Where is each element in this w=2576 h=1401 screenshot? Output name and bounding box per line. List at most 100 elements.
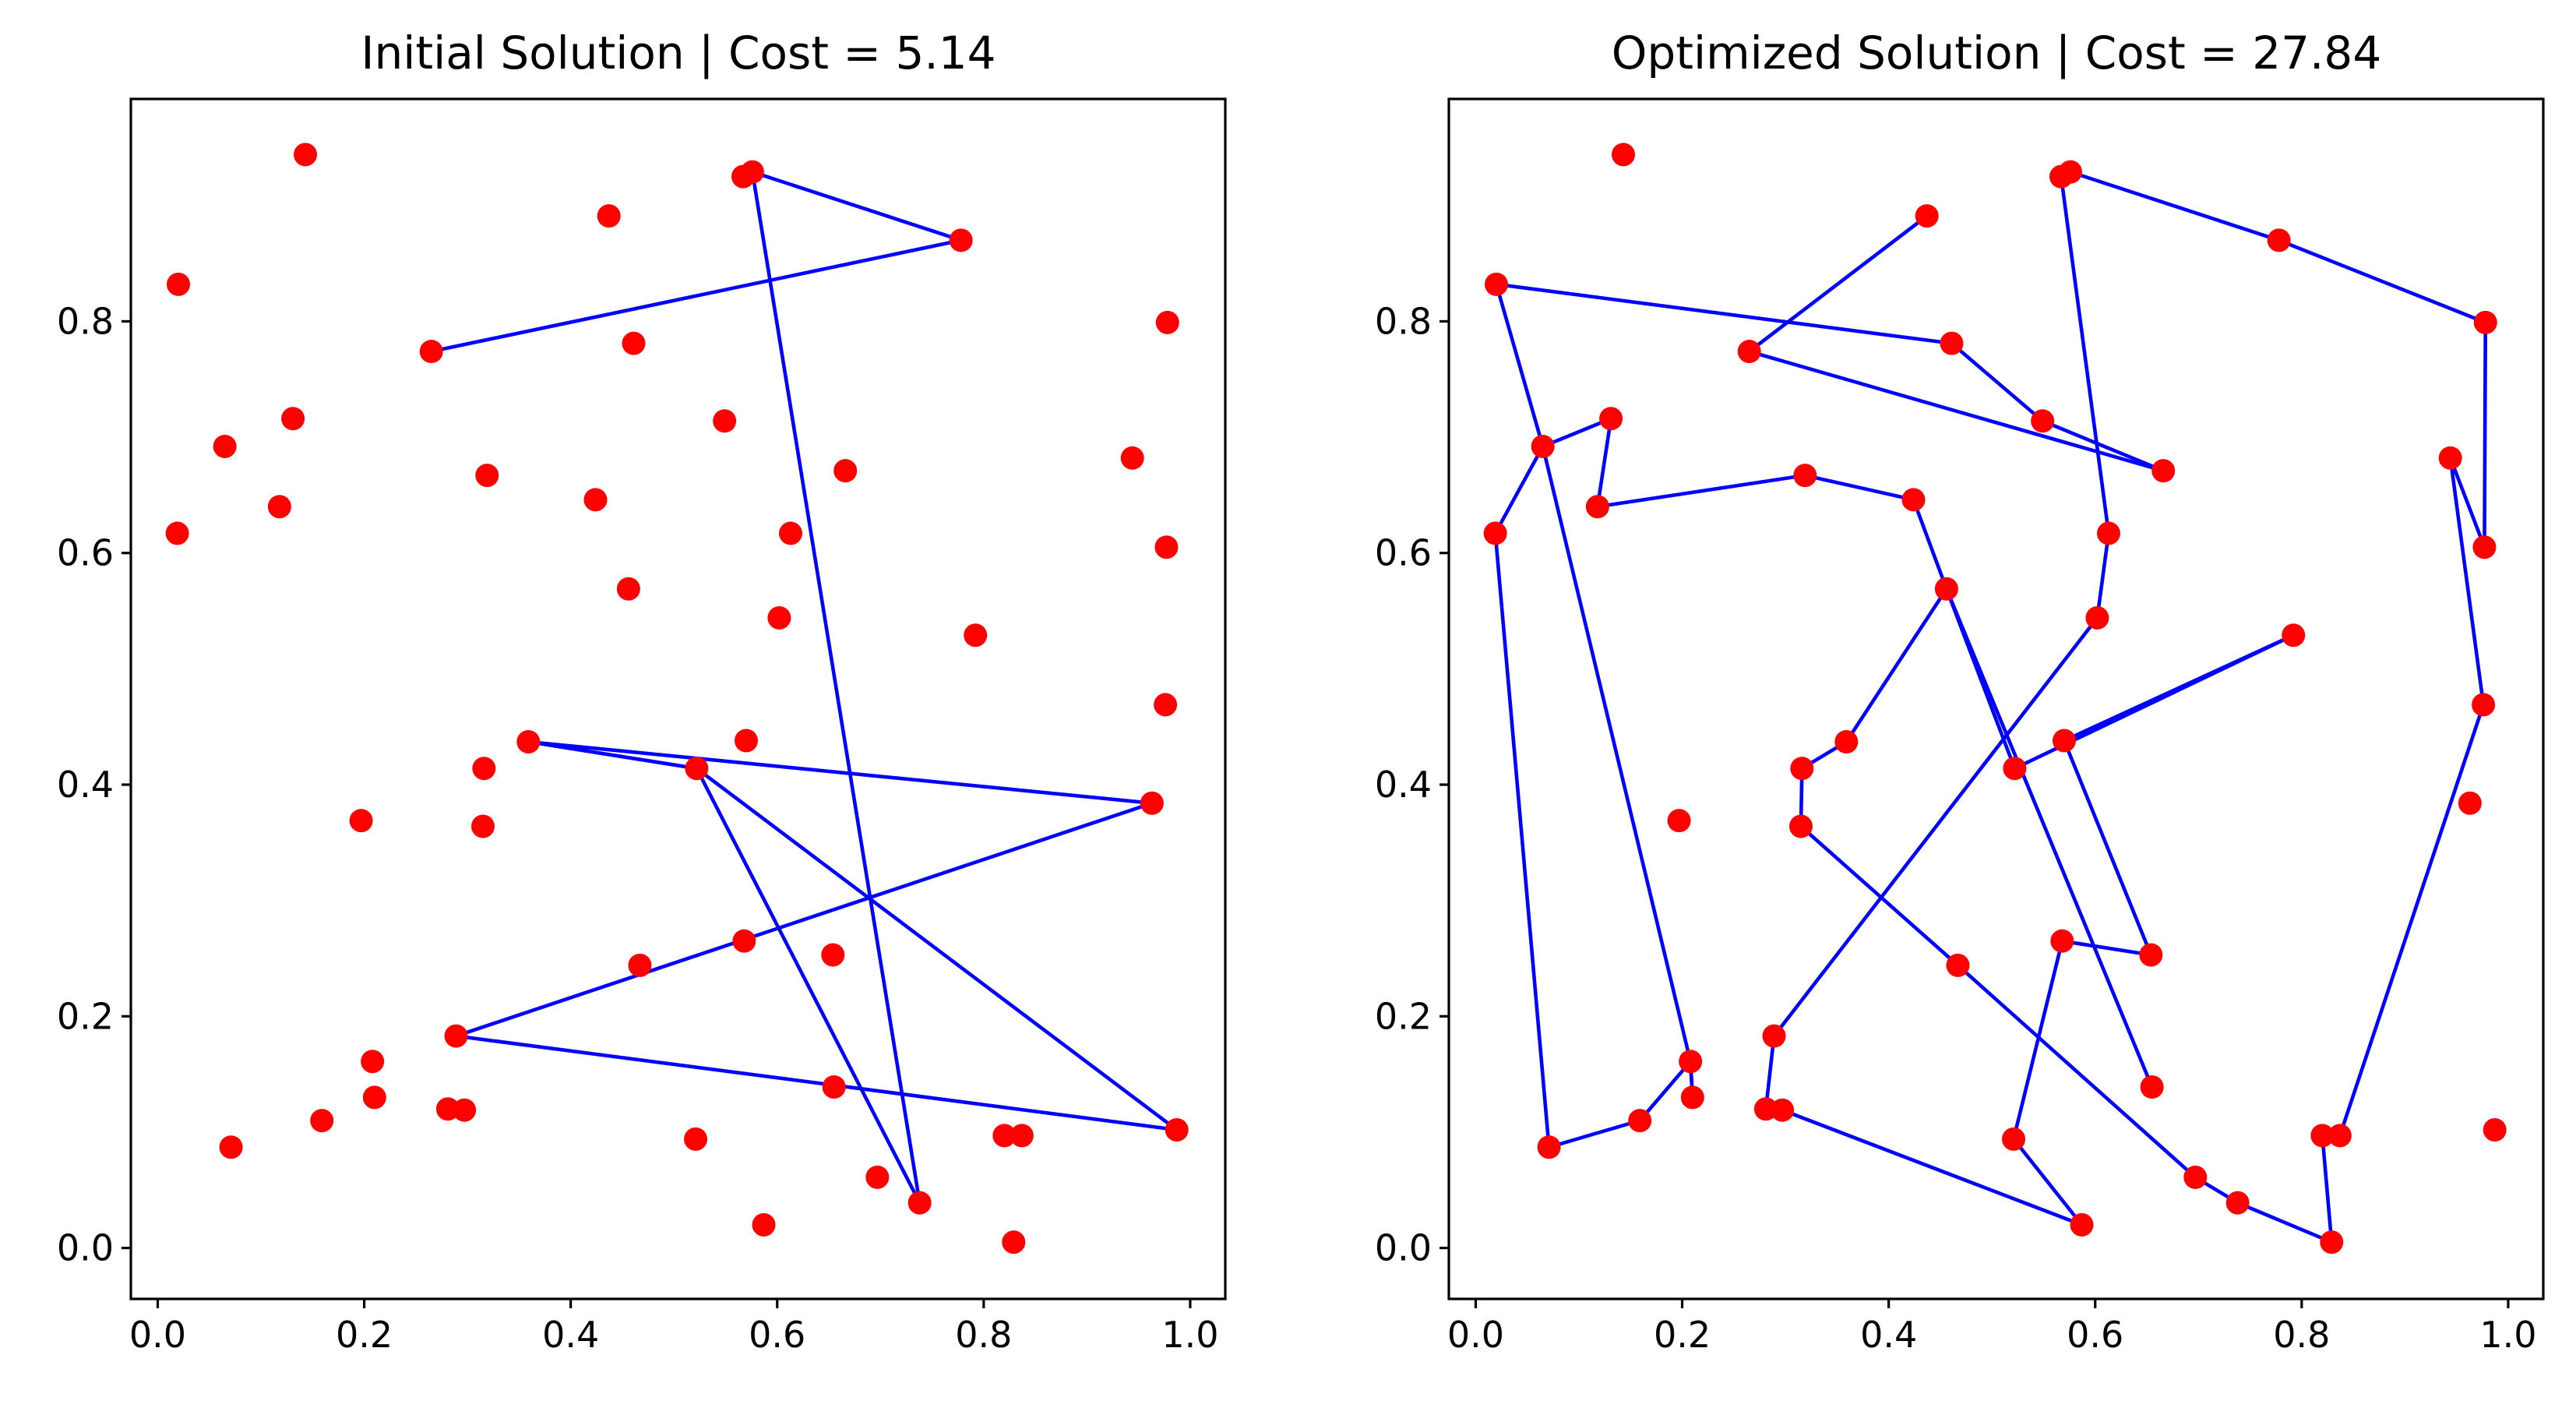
city-point: [1834, 730, 1859, 753]
y-tick-2: 0.4: [57, 764, 131, 806]
city-point: [2310, 1124, 2335, 1148]
svg-text:0.6: 0.6: [2067, 1314, 2123, 1356]
svg-text:0.8: 0.8: [2273, 1314, 2330, 1356]
route-segment: [429, 238, 963, 354]
svg-text:0.6: 0.6: [749, 1314, 805, 1356]
city-point: [616, 577, 640, 601]
svg-text:0.6: 0.6: [57, 532, 114, 574]
optimized-solution-title: Optimized Solution | Cost = 27.84: [1612, 26, 2381, 79]
x-tick-1: 0.2: [336, 1299, 393, 1356]
city-point: [516, 730, 541, 753]
city-point: [583, 488, 608, 512]
y-tick-3: 0.6: [57, 532, 131, 574]
optimized-solution-plot: Optimized Solution | Cost = 27.84 0.0 0.…: [1375, 26, 2545, 1356]
x-tick-0: 0.0: [129, 1299, 186, 1356]
route-segment: [2060, 939, 2153, 957]
svg-text:0.0: 0.0: [1447, 1314, 1504, 1356]
route-segment: [2483, 320, 2488, 549]
city-point: [1771, 1098, 1795, 1122]
y-tick-4: 0.8: [1375, 300, 1449, 342]
y-tick-0: 0.0: [1375, 1227, 1449, 1269]
city-point: [992, 1124, 1017, 1148]
city-point: [219, 1135, 243, 1159]
city-point: [1793, 464, 1817, 488]
route-segment: [2277, 238, 2488, 325]
city-point: [1154, 535, 1179, 559]
city-point: [361, 1050, 385, 1074]
city-point: [472, 757, 496, 781]
route-segment: [1747, 349, 2165, 473]
svg-text:0.2: 0.2: [57, 995, 114, 1037]
route-segment: [2236, 1201, 2334, 1244]
city-point: [731, 164, 756, 189]
route-segment: [1956, 963, 2197, 1180]
city-point: [1484, 272, 1508, 296]
city-point: [622, 331, 646, 355]
route-segment: [2448, 456, 2486, 549]
city-point: [2473, 310, 2497, 334]
initial-y-axis: 0.0 0.2 0.4 0.6 0.8: [57, 300, 131, 1269]
x-tick-5: 1.0: [1161, 1299, 1219, 1356]
city-point: [1537, 1135, 1561, 1159]
city-point: [2140, 1075, 2164, 1099]
y-tick-0: 0.0: [57, 1227, 131, 1269]
city-point: [1120, 446, 1144, 470]
city-point: [1155, 310, 1179, 334]
initial-city-points: [165, 143, 1189, 1255]
city-point: [1737, 340, 1761, 364]
svg-text:0.2: 0.2: [1375, 995, 1432, 1037]
svg-text:1.0: 1.0: [1161, 1314, 1218, 1356]
city-point: [2328, 1124, 2352, 1148]
city-point: [1531, 434, 1555, 458]
city-point: [1946, 953, 1970, 977]
city-point: [1901, 488, 1926, 512]
route-segment: [2068, 170, 2281, 242]
city-point: [865, 1165, 890, 1189]
route-segment: [1845, 587, 1949, 744]
route-segment: [1494, 282, 1545, 449]
svg-text:0.0: 0.0: [1375, 1227, 1432, 1269]
route-segment: [1799, 824, 1960, 968]
route-segment: [1541, 416, 1613, 449]
city-point: [1667, 809, 1691, 833]
svg-text:0.0: 0.0: [57, 1227, 114, 1269]
route-segment: [2040, 418, 2165, 473]
city-point: [2139, 943, 2163, 967]
svg-text:0.4: 0.4: [1860, 1314, 1917, 1356]
route-segment: [527, 739, 1154, 806]
route-segment: [2448, 456, 2486, 707]
route-segment: [1912, 498, 1949, 591]
city-point: [822, 1075, 846, 1099]
route-segment: [2011, 939, 2064, 1142]
route-segment: [2059, 175, 2111, 535]
svg-text:0.4: 0.4: [542, 1314, 599, 1356]
city-point: [2070, 1212, 2094, 1237]
y-tick-4: 0.8: [57, 300, 131, 342]
city-point: [281, 407, 305, 431]
city-point: [1154, 693, 1178, 717]
city-point: [1585, 495, 1609, 519]
route-segment: [1747, 214, 1929, 354]
city-point: [2320, 1230, 2344, 1255]
city-point: [2282, 623, 2306, 648]
city-point: [949, 228, 973, 252]
x-tick-4: 0.8: [955, 1299, 1012, 1356]
city-point: [2151, 459, 2176, 483]
route-segment: [1637, 1059, 1693, 1123]
initial-x-axis: 0.0 0.2 0.4 0.6 0.8 1.0: [129, 1299, 1219, 1356]
route-segment: [1541, 444, 1693, 1064]
optimized-city-points: [1483, 143, 2507, 1255]
x-tick-5: 1.0: [2479, 1299, 2537, 1356]
city-point: [165, 521, 189, 545]
city-point: [1934, 577, 1958, 601]
city-point: [349, 809, 373, 833]
route-segment: [695, 766, 922, 1205]
city-point: [628, 953, 652, 977]
y-tick-3: 0.6: [1375, 532, 1449, 574]
city-point: [419, 340, 443, 364]
route-segment: [2011, 1137, 2084, 1227]
city-point: [2225, 1191, 2250, 1215]
city-point: [685, 757, 709, 781]
